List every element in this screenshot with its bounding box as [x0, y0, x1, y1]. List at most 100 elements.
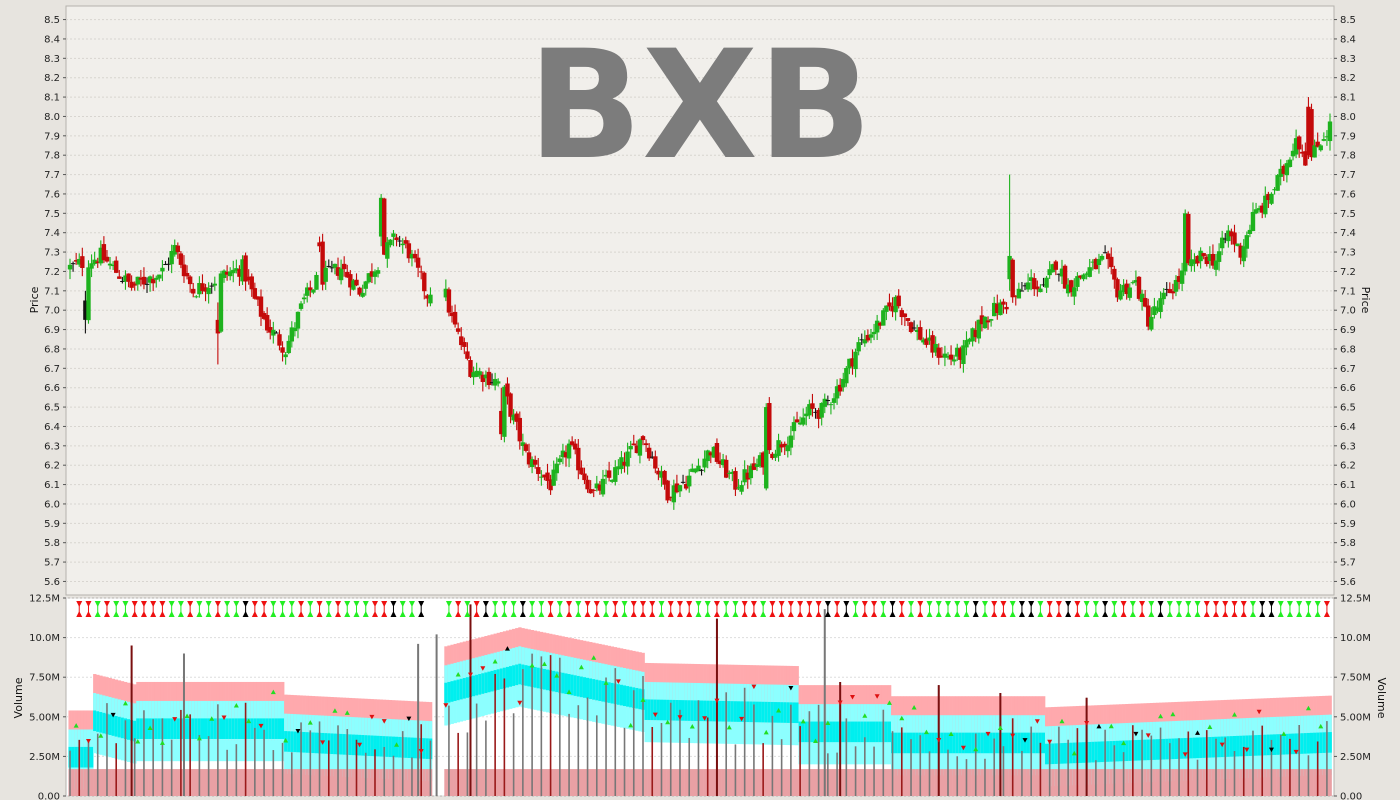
- candle-body: [723, 459, 729, 478]
- volume-band-inner: [1239, 735, 1243, 757]
- down-signal-marker: [1219, 742, 1225, 748]
- volume-band-inner: [912, 732, 916, 754]
- volume-band-base: [462, 769, 467, 796]
- volume-band-base: [342, 769, 347, 796]
- volume-band-inner: [173, 718, 177, 739]
- volume-band-base: [1174, 769, 1178, 796]
- candle-body: [104, 256, 110, 262]
- volume-axis-title-right: Volume: [1375, 678, 1388, 719]
- volume-band-base: [1313, 769, 1317, 796]
- candle-body: [160, 267, 165, 272]
- volume-band-inner: [687, 700, 692, 721]
- volume-band-base: [191, 769, 196, 796]
- candle-body: [1044, 277, 1049, 288]
- candle-body: [1266, 194, 1271, 201]
- candle-body: [936, 347, 941, 358]
- volume-band-inner: [339, 733, 343, 755]
- volume-band-inner: [71, 746, 75, 768]
- volume-band-base: [1106, 769, 1111, 796]
- volume-band-inner: [610, 682, 615, 704]
- candle-body: [791, 422, 797, 432]
- volume-band-base: [897, 769, 901, 796]
- price-tick-label: 7.4: [44, 228, 60, 239]
- volume-band-inner: [472, 675, 476, 697]
- volume-tick-label: 12.5M: [1340, 594, 1371, 605]
- down-signal-marker: [1145, 733, 1151, 738]
- volume-band-inner: [114, 716, 119, 737]
- candle-body: [1284, 163, 1290, 176]
- up-signal-marker: [800, 718, 806, 724]
- price-tick-label: 6.3: [1340, 441, 1356, 452]
- up-signal-marker: [98, 733, 104, 738]
- volume-band-inner: [712, 700, 716, 722]
- candle-body: [1028, 277, 1034, 281]
- candle-body: [918, 327, 923, 340]
- candle-body: [1161, 292, 1166, 300]
- up-signal-marker: [504, 646, 510, 651]
- volume-band-inner: [773, 702, 778, 723]
- price-tick-label: 8.1: [1340, 93, 1356, 104]
- volume-band-inner: [234, 718, 239, 739]
- volume-band-inner: [607, 682, 611, 703]
- volume-band-inner: [1245, 735, 1249, 757]
- candle-body: [804, 413, 809, 417]
- volume-band-base: [638, 769, 642, 796]
- volume-band-inner: [395, 736, 399, 758]
- up-signal-marker: [1121, 740, 1127, 746]
- candle-body: [653, 456, 658, 469]
- volume-band-base: [348, 769, 353, 796]
- volume-band-base: [117, 769, 122, 796]
- up-signal-marker: [1170, 711, 1176, 717]
- volume-band-inner: [721, 700, 725, 722]
- volume-band-base: [1239, 769, 1243, 796]
- candle-body: [89, 263, 94, 269]
- candle-body: [951, 359, 957, 362]
- candle-body: [1047, 269, 1052, 276]
- price-tick-label: 7.5: [44, 209, 60, 220]
- candle-body: [314, 274, 319, 290]
- volume-band-base: [204, 769, 208, 796]
- price-tick-label: 6.7: [44, 364, 60, 375]
- candle-body: [249, 276, 254, 290]
- volume-band-inner: [96, 711, 100, 732]
- candle-body: [234, 268, 239, 271]
- up-signal-marker: [233, 702, 239, 708]
- volume-tick-label: 7.50M: [29, 673, 60, 684]
- volume-band-inner: [1152, 739, 1157, 760]
- price-tick-label: 7.2: [1340, 267, 1356, 278]
- candle-body: [727, 472, 732, 474]
- candle-body: [369, 271, 375, 277]
- candle-body: [945, 356, 951, 358]
- volume-band-base: [693, 769, 698, 796]
- volume-band-inner: [850, 721, 855, 743]
- candle-body: [742, 469, 747, 483]
- volume-band-inner: [801, 721, 806, 743]
- candle-body: [505, 383, 510, 397]
- volume-band-inner: [927, 732, 932, 754]
- price-tick-label: 6.4: [44, 422, 60, 433]
- volume-band-inner: [931, 732, 935, 754]
- down-signal-marker: [1256, 709, 1262, 715]
- up-signal-marker: [455, 672, 461, 677]
- volume-band-inner: [1232, 735, 1237, 757]
- up-signal-marker: [578, 664, 584, 670]
- volume-band-inner: [921, 732, 926, 754]
- volume-band-inner: [949, 732, 953, 754]
- down-signal-marker: [702, 716, 708, 721]
- candle-body: [1078, 275, 1083, 278]
- candle-body: [1124, 283, 1129, 295]
- volume-band-base: [1078, 769, 1083, 796]
- volume-band-base: [703, 769, 707, 796]
- volume-band-base: [610, 769, 615, 796]
- candle-body: [323, 267, 328, 282]
- candle-body: [813, 411, 818, 413]
- volume-band-inner: [225, 718, 229, 739]
- candle-body: [603, 474, 609, 477]
- down-signal-marker: [960, 745, 966, 751]
- candle-body: [175, 245, 181, 253]
- volume-band-base: [579, 769, 584, 796]
- price-tick-label: 7.6: [44, 189, 60, 200]
- candle-body: [881, 310, 886, 326]
- candle-body: [449, 312, 455, 317]
- volume-band-base: [736, 769, 741, 796]
